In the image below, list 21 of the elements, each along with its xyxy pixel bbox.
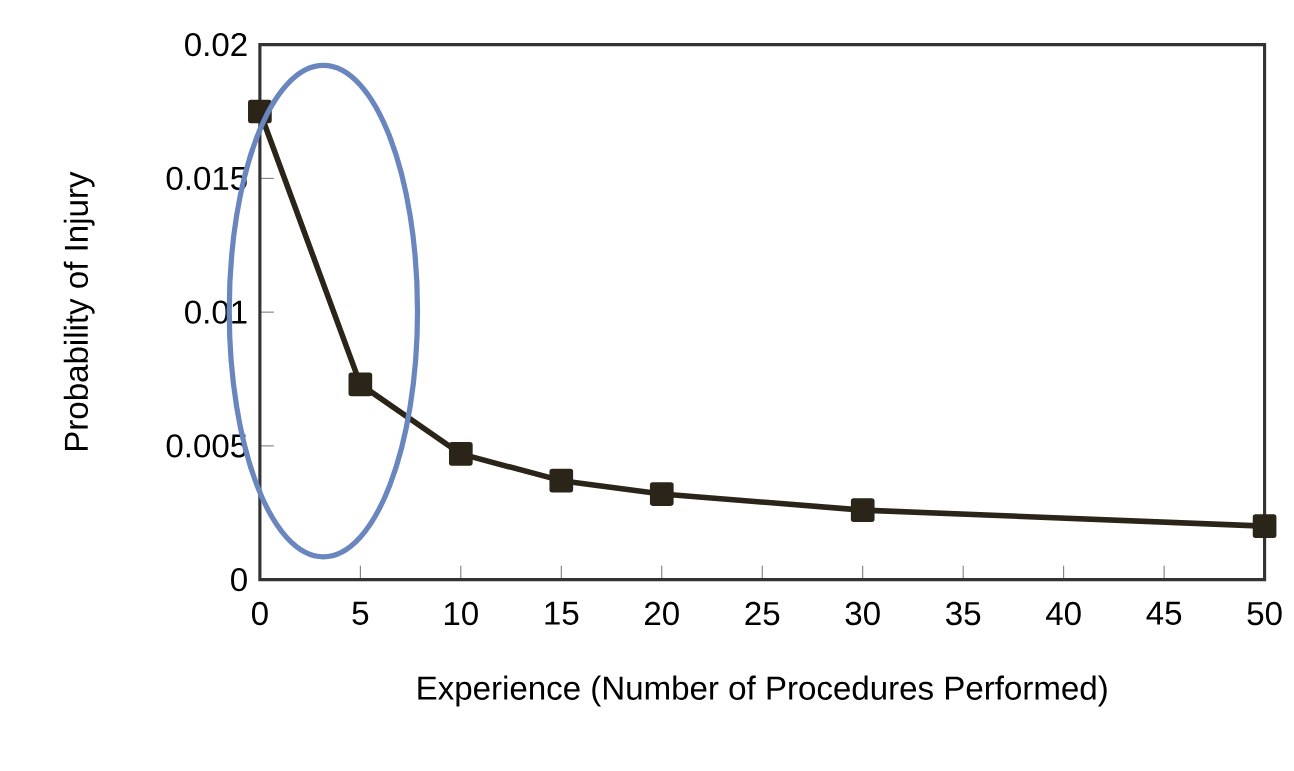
point <box>549 468 574 493</box>
y-axis-title: Probability of Injury <box>63 171 95 451</box>
point <box>348 372 373 397</box>
point <box>850 498 875 522</box>
y-tick-label: 0.02 <box>185 32 247 57</box>
x-tick-label: 15 <box>545 601 579 625</box>
y-tick-label: 0 <box>231 567 247 592</box>
x-tick-label: 5 <box>352 601 369 625</box>
x-axis-title: Experience (Number of Procedures Performed) <box>418 675 1107 707</box>
x-tick-label: 40 <box>1046 601 1081 626</box>
x-tick-label: 50 <box>1247 601 1282 626</box>
x-tick-label: 35 <box>946 601 981 626</box>
x-tick-label: 30 <box>845 601 880 626</box>
point <box>1252 514 1277 539</box>
x-tick-label: 0 <box>251 601 268 626</box>
point <box>448 442 473 466</box>
point <box>649 482 674 506</box>
x-tick-label: 20 <box>645 601 679 626</box>
x-tick-label: 25 <box>745 601 780 626</box>
x-tick-label: 45 <box>1146 601 1182 625</box>
x-tick-label: 10 <box>444 601 478 626</box>
